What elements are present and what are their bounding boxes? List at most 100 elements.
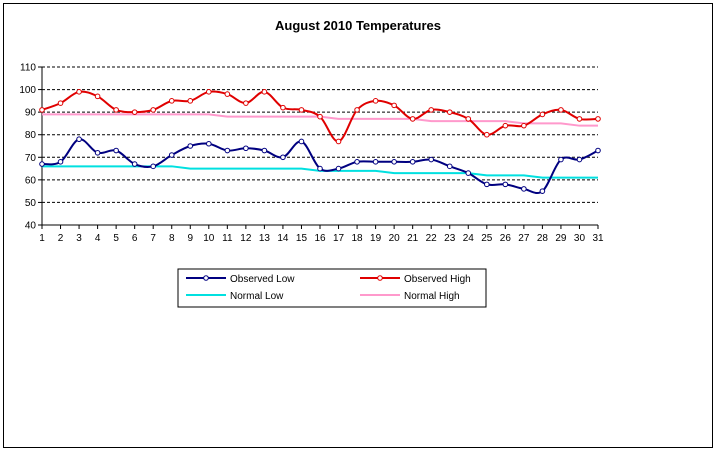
y-tick-label: 80 — [25, 130, 37, 141]
x-tick-label: 21 — [407, 233, 419, 244]
data-point-observed-high — [224, 91, 231, 97]
x-tick-label: 23 — [444, 233, 456, 244]
data-point-observed-high — [57, 100, 64, 106]
y-tick-label: 50 — [25, 198, 37, 209]
x-tick-label: 3 — [76, 233, 82, 244]
x-tick-label: 11 — [222, 233, 233, 244]
data-point-observed-low — [391, 159, 397, 165]
data-point-observed-low — [131, 161, 138, 167]
data-point-observed-low — [150, 163, 156, 170]
x-tick-label: 1 — [39, 233, 45, 244]
x-tick-label: 18 — [352, 233, 364, 244]
data-point-observed-high — [261, 89, 268, 95]
x-tick-label: 6 — [132, 233, 138, 244]
data-point-observed-low — [39, 161, 45, 167]
data-point-observed-low — [224, 147, 231, 154]
data-point-observed-low — [354, 159, 360, 165]
x-tick-label: 29 — [555, 233, 567, 244]
data-point-observed-low — [261, 147, 268, 154]
legend-label-normal-high: Normal High — [404, 291, 460, 302]
data-point-observed-high — [243, 100, 249, 106]
x-tick-label: 22 — [426, 233, 438, 244]
y-tick-label: 60 — [25, 175, 37, 186]
x-tick-label: 5 — [113, 233, 119, 244]
y-tick-label: 100 — [19, 85, 36, 96]
data-point-observed-high — [94, 93, 101, 100]
data-point-observed-high — [298, 107, 305, 113]
line-chart: August 2010 Temperatures 40 50 60 70 80 90 100 1… — [19, 18, 604, 308]
x-tick-label: 15 — [296, 233, 308, 244]
x-tick-label: 20 — [389, 233, 401, 244]
legend-marker-observed-low — [203, 275, 209, 281]
data-point-observed-high — [539, 111, 546, 118]
data-point-observed-high — [317, 113, 323, 120]
data-point-observed-high — [409, 116, 416, 122]
x-tick-label: 9 — [187, 233, 193, 244]
data-point-observed-high — [187, 98, 194, 104]
legend-label-observed-high: Observed High — [404, 274, 471, 285]
x-tick-label: 16 — [314, 233, 326, 244]
data-point-observed-low — [280, 154, 286, 161]
data-point-observed-high — [465, 116, 472, 122]
y-tick-label: 90 — [25, 108, 37, 119]
x-tick-label: 4 — [95, 233, 101, 244]
legend-marker-observed-high — [377, 275, 383, 281]
x-tick-label: 26 — [500, 233, 512, 244]
x-tick-label: 14 — [277, 233, 289, 244]
x-tick-label: 24 — [463, 233, 475, 244]
x-tick-label: 28 — [537, 233, 549, 244]
data-point-observed-low — [298, 138, 305, 145]
data-point-observed-high — [595, 116, 601, 122]
data-point-observed-low — [539, 188, 546, 194]
legend — [177, 268, 487, 308]
data-point-observed-high — [391, 102, 397, 109]
data-point-observed-low — [576, 156, 583, 163]
legend-label-normal-low: Normal Low — [230, 291, 284, 302]
data-point-observed-low — [558, 156, 564, 163]
data-point-observed-high — [521, 122, 527, 129]
x-tick-label: 8 — [169, 233, 175, 244]
data-point-observed-high — [576, 116, 583, 122]
x-tick-label: 12 — [240, 233, 252, 244]
data-point-observed-low — [446, 163, 453, 170]
y-tick-label: 110 — [20, 63, 36, 74]
data-point-observed-high — [484, 131, 490, 138]
data-point-observed-low — [335, 165, 342, 172]
data-point-observed-low — [502, 181, 509, 188]
x-tick-label: 13 — [259, 233, 271, 244]
data-point-observed-low — [113, 147, 119, 154]
data-point-observed-low — [428, 156, 435, 163]
data-point-observed-low — [465, 170, 472, 176]
data-point-observed-low — [94, 149, 101, 156]
data-point-observed-low — [409, 159, 416, 165]
data-point-observed-high — [206, 89, 212, 95]
chart-title: August 2010 Temperatures — [275, 18, 441, 33]
data-point-observed-low — [521, 186, 527, 192]
data-point-observed-low — [243, 145, 249, 152]
x-tick-label: 19 — [370, 233, 382, 244]
data-point-observed-low — [57, 159, 64, 165]
data-point-observed-low — [206, 140, 212, 147]
data-point-observed-high — [150, 107, 156, 113]
data-point-observed-high — [131, 109, 138, 115]
data-point-observed-low — [372, 159, 379, 165]
data-point-observed-low — [187, 143, 194, 149]
x-tick-label: 25 — [481, 233, 493, 244]
chart-area: August 2010 Temperatures 40 50 60 70 80 90 100 1… — [3, 3, 713, 448]
data-point-observed-high — [335, 138, 342, 145]
data-point-observed-low — [484, 181, 490, 188]
data-point-observed-low — [317, 165, 323, 172]
data-point-observed-high — [76, 89, 82, 95]
data-point-observed-low — [595, 147, 601, 154]
data-point-observed-high — [446, 109, 453, 115]
data-point-observed-high — [354, 107, 360, 113]
x-tick-label: 31 — [592, 233, 604, 244]
data-point-observed-high — [372, 98, 379, 104]
x-tick-label: 17 — [333, 233, 345, 244]
data-point-observed-low — [76, 136, 82, 143]
x-tick-label: 30 — [574, 233, 586, 244]
x-tick-label: 27 — [518, 233, 530, 244]
legend-label-observed-low: Observed Low — [230, 274, 295, 285]
data-point-observed-high — [39, 107, 45, 113]
y-tick-label: 40 — [25, 221, 37, 232]
